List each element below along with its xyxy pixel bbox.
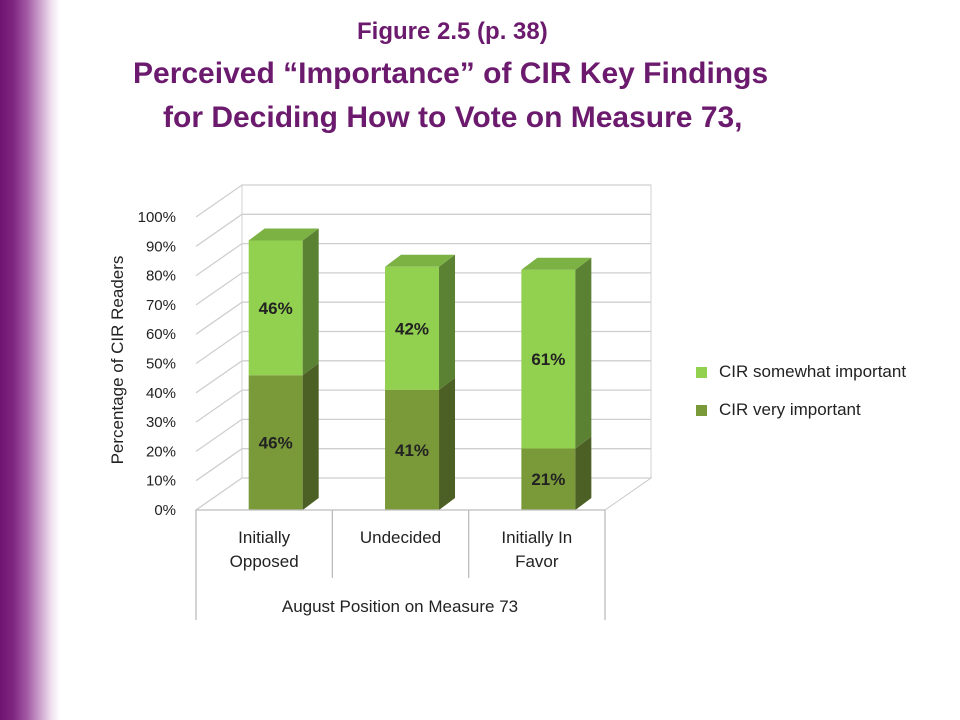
gridline: [195, 418, 651, 452]
y-tick-label: 50%: [146, 356, 176, 373]
bar-segment: [385, 377, 456, 510]
y-tick-label: 70%: [146, 297, 176, 314]
x-category-label: Opposed: [230, 552, 299, 571]
data-label: 46%: [259, 434, 293, 453]
data-label: 21%: [531, 470, 565, 489]
x-category-label: Initially In: [501, 528, 572, 547]
bar-side: [302, 363, 319, 510]
chart-bars: [248, 228, 592, 510]
x-category-label: Favor: [515, 552, 559, 571]
y-tick-label: 20%: [146, 443, 176, 460]
legend-label: CIR very important: [719, 400, 861, 419]
y-tick-label: 40%: [146, 385, 176, 402]
chart-legend: CIR somewhat important CIR very important: [696, 362, 906, 419]
bar-front: [248, 240, 303, 376]
x-axis-table: Initially Opposed Undecided Initially In Fav…: [195, 509, 606, 620]
y-tick-labels: 0% 10% 20% 30% 40% 50% 60% 70% 80% 90% 100%: [138, 209, 176, 519]
data-label: 41%: [395, 441, 429, 460]
y-tick-label: 80%: [146, 268, 176, 285]
bar-front: [385, 266, 440, 390]
bar-front: [248, 375, 303, 510]
bar-side: [575, 257, 592, 449]
data-labels: 46% 46% 41% 42% 21% 61%: [259, 299, 566, 489]
bar-front: [521, 448, 576, 510]
bar-front: [385, 389, 440, 510]
legend-label: CIR somewhat important: [719, 362, 906, 381]
left-decorative-band: [0, 0, 60, 720]
data-label: 46%: [259, 299, 293, 318]
gridline: [195, 242, 651, 277]
bar-segment: [385, 254, 456, 390]
gridline: [195, 213, 651, 247]
chart-title-line-2: for Deciding How to Vote on Measure 73,: [163, 101, 743, 134]
bar-side: [575, 436, 592, 510]
x-category-label: Undecided: [360, 528, 441, 547]
bar-top: [248, 228, 319, 241]
data-label: 61%: [531, 350, 565, 369]
y-axis-title: Percentage of CIR Readers: [108, 256, 127, 465]
gridline: [195, 477, 651, 511]
gridline: [195, 448, 651, 482]
bar-side: [302, 228, 319, 376]
y-tick-label: 100%: [138, 209, 176, 226]
x-category-label: Initially: [238, 528, 290, 547]
bar-side: [439, 377, 456, 510]
legend-swatch: [696, 367, 707, 378]
y-tick-label: 60%: [146, 326, 176, 343]
bar-top: [385, 254, 456, 267]
figure-label: Figure 2.5 (p. 38): [357, 18, 548, 45]
chart-gridlines: [195, 184, 651, 511]
y-tick-label: 30%: [146, 414, 176, 431]
y-tick-label: 90%: [146, 238, 176, 255]
gridline: [195, 184, 651, 218]
y-tick-label: 0%: [154, 502, 176, 519]
legend-swatch: [696, 405, 707, 416]
bar-segment: [521, 436, 592, 510]
gridline: [195, 272, 651, 306]
bar-segment: [248, 228, 319, 376]
bar-top: [521, 257, 592, 270]
bar-side: [439, 254, 456, 390]
gridline: [195, 301, 651, 335]
chart-title-line-1: Perceived “Importance” of CIR Key Findin…: [133, 57, 769, 90]
data-label: 42%: [395, 319, 429, 338]
gridline: [195, 330, 651, 365]
bar-segment: [248, 363, 319, 510]
y-tick-label: 10%: [146, 473, 176, 490]
bar-segment: [521, 257, 592, 449]
gridline: [195, 360, 651, 394]
bar-front: [521, 269, 576, 449]
x-axis-title: August Position on Measure 73: [282, 597, 518, 616]
gridline: [195, 389, 651, 423]
